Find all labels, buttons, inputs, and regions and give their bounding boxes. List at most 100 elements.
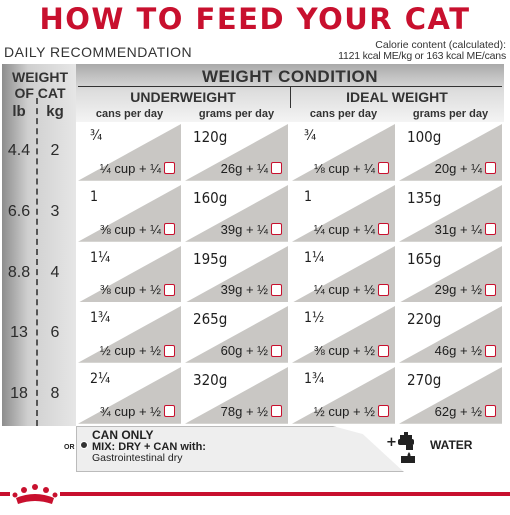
- cell-shading: [185, 245, 288, 303]
- calorie-line2: 1121 kcal ME/kg or 163 kcal ME/cans: [338, 50, 506, 62]
- can-icon: [164, 344, 175, 357]
- footer-rule: [0, 492, 510, 496]
- feeding-cell: 1¼ ¼ cup + ½: [291, 244, 396, 304]
- ideal-weight-header: IDEAL WEIGHT: [346, 89, 448, 105]
- feeding-cell: 220g 46g + ½: [398, 305, 503, 365]
- page-title: HOW TO FEED YOUR CAT: [39, 2, 471, 36]
- feeding-cell: 100g 20g + ¼: [398, 123, 503, 182]
- feeding-cell: 1¾ ½ cup + ½: [291, 366, 396, 425]
- can-icon: [378, 405, 389, 418]
- cell-sub-value: 31g + ¼: [435, 222, 496, 237]
- cell-sub-text: ⅜ cup + ½: [313, 343, 375, 359]
- cell-sub-value: 29g + ½: [435, 282, 496, 297]
- cell-sub-text: 20g + ¼: [434, 160, 482, 176]
- cell-main-value: 1¾: [304, 371, 325, 388]
- feeding-cell: 160g 39g + ¼: [184, 183, 289, 243]
- cell-shading: [78, 124, 181, 181]
- cell-sub-value: 39g + ½: [221, 282, 282, 297]
- row-lb: 6.6: [7, 202, 31, 220]
- cell-sub-text: 29g + ½: [434, 282, 482, 298]
- lb-kg-divider: [36, 98, 38, 426]
- cell-main-value: 2¼: [90, 371, 111, 388]
- can-icon: [271, 405, 282, 418]
- can-icon: [378, 223, 389, 236]
- cell-sub-value: ⅜ cup + ¼: [100, 222, 175, 237]
- cell-shading: [78, 245, 181, 303]
- can-icon: [271, 162, 282, 175]
- can-icon: [271, 223, 282, 236]
- cell-sub-value: ½ cup + ½: [314, 404, 389, 419]
- faucet-icon: +: [384, 432, 424, 464]
- feeding-cell: ¾ ⅛ cup + ¼: [291, 123, 396, 182]
- weight-condition-title: WEIGHT CONDITION: [201, 67, 379, 86]
- cell-shading: [292, 306, 395, 364]
- cell-shading: [78, 367, 181, 424]
- option-bullet-icon: [80, 441, 88, 449]
- cell-main-value: 270g: [407, 371, 442, 390]
- can-only-label: CAN ONLY: [92, 428, 154, 442]
- cell-main-value: 320g: [193, 371, 228, 390]
- cell-shading: [185, 306, 288, 364]
- row-lb: 13: [10, 324, 28, 342]
- cell-main-value: 1½: [304, 310, 325, 327]
- can-icon: [485, 344, 496, 357]
- cell-shading: [399, 184, 502, 242]
- cell-sub-value: 62g + ½: [435, 404, 496, 419]
- cell-shading: [78, 306, 181, 364]
- cell-shading: [399, 306, 502, 364]
- cell-sub-value: ¼ cup + ¼: [100, 161, 175, 176]
- can-icon: [164, 162, 175, 175]
- row-kg: 8: [50, 385, 60, 403]
- cell-main-value: ¾: [304, 128, 317, 144]
- feeding-cell: 165g 29g + ½: [398, 244, 503, 304]
- cell-shading: [399, 245, 502, 303]
- cell-sub-value: ¾ cup + ½: [100, 404, 175, 419]
- can-icon: [378, 344, 389, 357]
- cell-sub-text: ¼ cup + ¼: [99, 160, 161, 176]
- feeding-cell: 1¾ ½ cup + ½: [77, 305, 182, 365]
- row-kg: 6: [50, 324, 60, 342]
- can-icon: [378, 162, 389, 175]
- cell-main-value: 195g: [193, 249, 228, 268]
- row-kg: 4: [50, 263, 60, 281]
- can-icon: [485, 223, 496, 236]
- weight-condition-table: WEIGHT CONDITION UNDERWEIGHT IDEAL WEIGH…: [76, 64, 504, 426]
- cell-sub-text: ¼ cup + ¼: [313, 221, 375, 237]
- feeding-cell: 320g 78g + ½: [184, 366, 289, 425]
- feeding-cell: 1¼ ⅜ cup + ½: [77, 244, 182, 304]
- cell-main-value: 100g: [407, 128, 442, 146]
- cell-main-value: 1¾: [90, 310, 111, 327]
- cell-sub-value: 46g + ½: [435, 343, 496, 358]
- mix-label: MIX: DRY + CAN with: Gastrointestinal dr…: [92, 442, 206, 464]
- feeding-cell: 195g 39g + ½: [184, 244, 289, 304]
- row-kg: 2: [50, 142, 60, 159]
- cell-shading: [399, 124, 502, 181]
- header-divider: [290, 86, 291, 108]
- cell-sub-value: 20g + ¼: [435, 161, 496, 176]
- cell-sub-text: ¾ cup + ½: [99, 403, 161, 419]
- weight-of-cat-header: WEIGHT OF CAT: [8, 69, 72, 101]
- lb-label: lb: [12, 103, 26, 120]
- row-lb: 18: [10, 385, 28, 403]
- cell-sub-text: ⅜ cup + ¼: [99, 221, 161, 237]
- cell-shading: [78, 184, 181, 242]
- cell-sub-value: ⅛ cup + ¼: [314, 161, 389, 176]
- feeding-cell: 120g 26g + ¼: [184, 123, 289, 182]
- uw-grams-per-day-header: grams per day: [198, 108, 275, 120]
- cell-sub-text: 26g + ¼: [220, 160, 268, 176]
- can-icon: [485, 283, 496, 296]
- cell-sub-value: ¼ cup + ¼: [314, 222, 389, 237]
- cell-shading: [185, 367, 288, 424]
- cell-main-value: 1: [90, 188, 99, 205]
- cell-main-value: 265g: [193, 310, 228, 329]
- can-icon: [271, 283, 282, 296]
- cell-sub-value: 60g + ½: [221, 343, 282, 358]
- kg-label: kg: [46, 103, 64, 120]
- cell-sub-text: ⅜ cup + ½: [99, 282, 161, 298]
- cell-sub-text: 62g + ½: [434, 403, 482, 419]
- cell-sub-value: 78g + ½: [221, 404, 282, 419]
- feeding-cell: 135g 31g + ¼: [398, 183, 503, 243]
- can-icon: [485, 162, 496, 175]
